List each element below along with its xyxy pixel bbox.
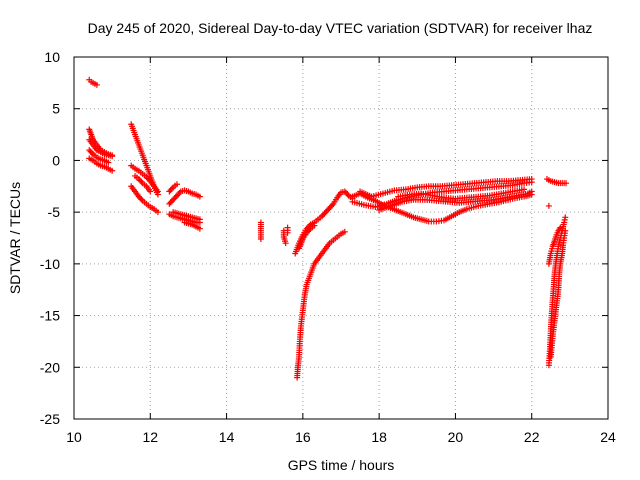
data-point [109,167,116,174]
series-arc-20 [296,222,318,252]
data-point [562,214,569,221]
chart-title: Day 245 of 2020, Sidereal Day-to-day VTE… [88,20,593,36]
data-point [311,222,318,229]
data-point [154,188,161,195]
x-axis-label: GPS time / hours [288,457,395,473]
x-tick-label: 12 [142,429,158,445]
data-point [284,229,291,236]
data-point [176,189,183,196]
y-tick-label: -10 [40,256,60,272]
x-tick-label: 22 [524,429,540,445]
data-point [557,224,564,231]
data-point [196,216,203,223]
data-point [138,196,145,203]
data-point [154,209,161,216]
x-tick-label: 10 [66,429,82,445]
data-point [173,181,180,188]
data-point [528,188,535,195]
data-point [545,202,552,209]
data-point [341,228,348,235]
series-arc-22 [349,179,535,210]
series-arc-23 [357,176,535,200]
grid-lines [74,57,608,419]
data-point [257,236,264,243]
series-arc-11 [166,187,203,207]
series-arc-9 [132,172,154,195]
series-arc-29 [547,227,569,360]
series-arc-8 [128,183,161,216]
series-arc-7 [128,162,161,195]
series-arc-3 [86,136,116,160]
data-point [329,202,336,209]
data-point [93,81,100,88]
series-arc-14 [181,219,203,232]
y-tick-label: -20 [40,359,60,375]
data-point [196,225,203,232]
series-arc-18 [294,228,348,381]
series-arc-1 [86,76,100,88]
series-arc-25 [395,186,528,202]
data-point [147,188,154,195]
series-arc-10 [166,181,180,195]
data-point [105,159,112,166]
x-tick-label: 18 [371,429,387,445]
x-tick-label: 16 [295,429,311,445]
y-tick-label: -25 [40,411,60,427]
plot-frame [73,56,609,420]
data-point [344,191,351,198]
data-point [88,149,95,156]
data-point [168,185,175,192]
y-tick-label: -5 [48,204,61,220]
data-points [86,76,570,381]
y-tick-label: 5 [52,101,60,117]
series-arc-27 [545,202,552,209]
y-tick-label: -15 [40,308,60,324]
data-point [563,180,570,187]
data-point [196,193,203,200]
x-tick-label: 14 [219,429,235,445]
data-point [109,153,116,160]
x-tick-label: 20 [448,429,464,445]
series-arc-13 [170,209,203,223]
data-point [282,240,289,247]
series-arc-5 [86,147,112,166]
data-point [528,176,535,183]
y-tick-label: 0 [52,152,60,168]
axis-ticks: 10 12 14 16 18 20 22 24 10 5 0 -5 -10 -15 -20 -25 [40,49,616,445]
series-arc-4 [86,155,116,174]
series-arc-30 [545,224,564,267]
x-tick-label: 24 [600,429,616,445]
data-point [521,186,528,193]
y-tick-label: 10 [44,49,60,65]
series-arc-24 [376,188,535,214]
series-arc-17 [284,224,291,236]
data-point [146,176,153,183]
data-point [562,227,569,234]
data-point [306,227,313,234]
data-point [138,178,145,185]
series-arc-15 [257,219,264,243]
y-axis-label: SDTVAR / TECUs [7,182,23,294]
series-arc-26 [543,176,570,187]
